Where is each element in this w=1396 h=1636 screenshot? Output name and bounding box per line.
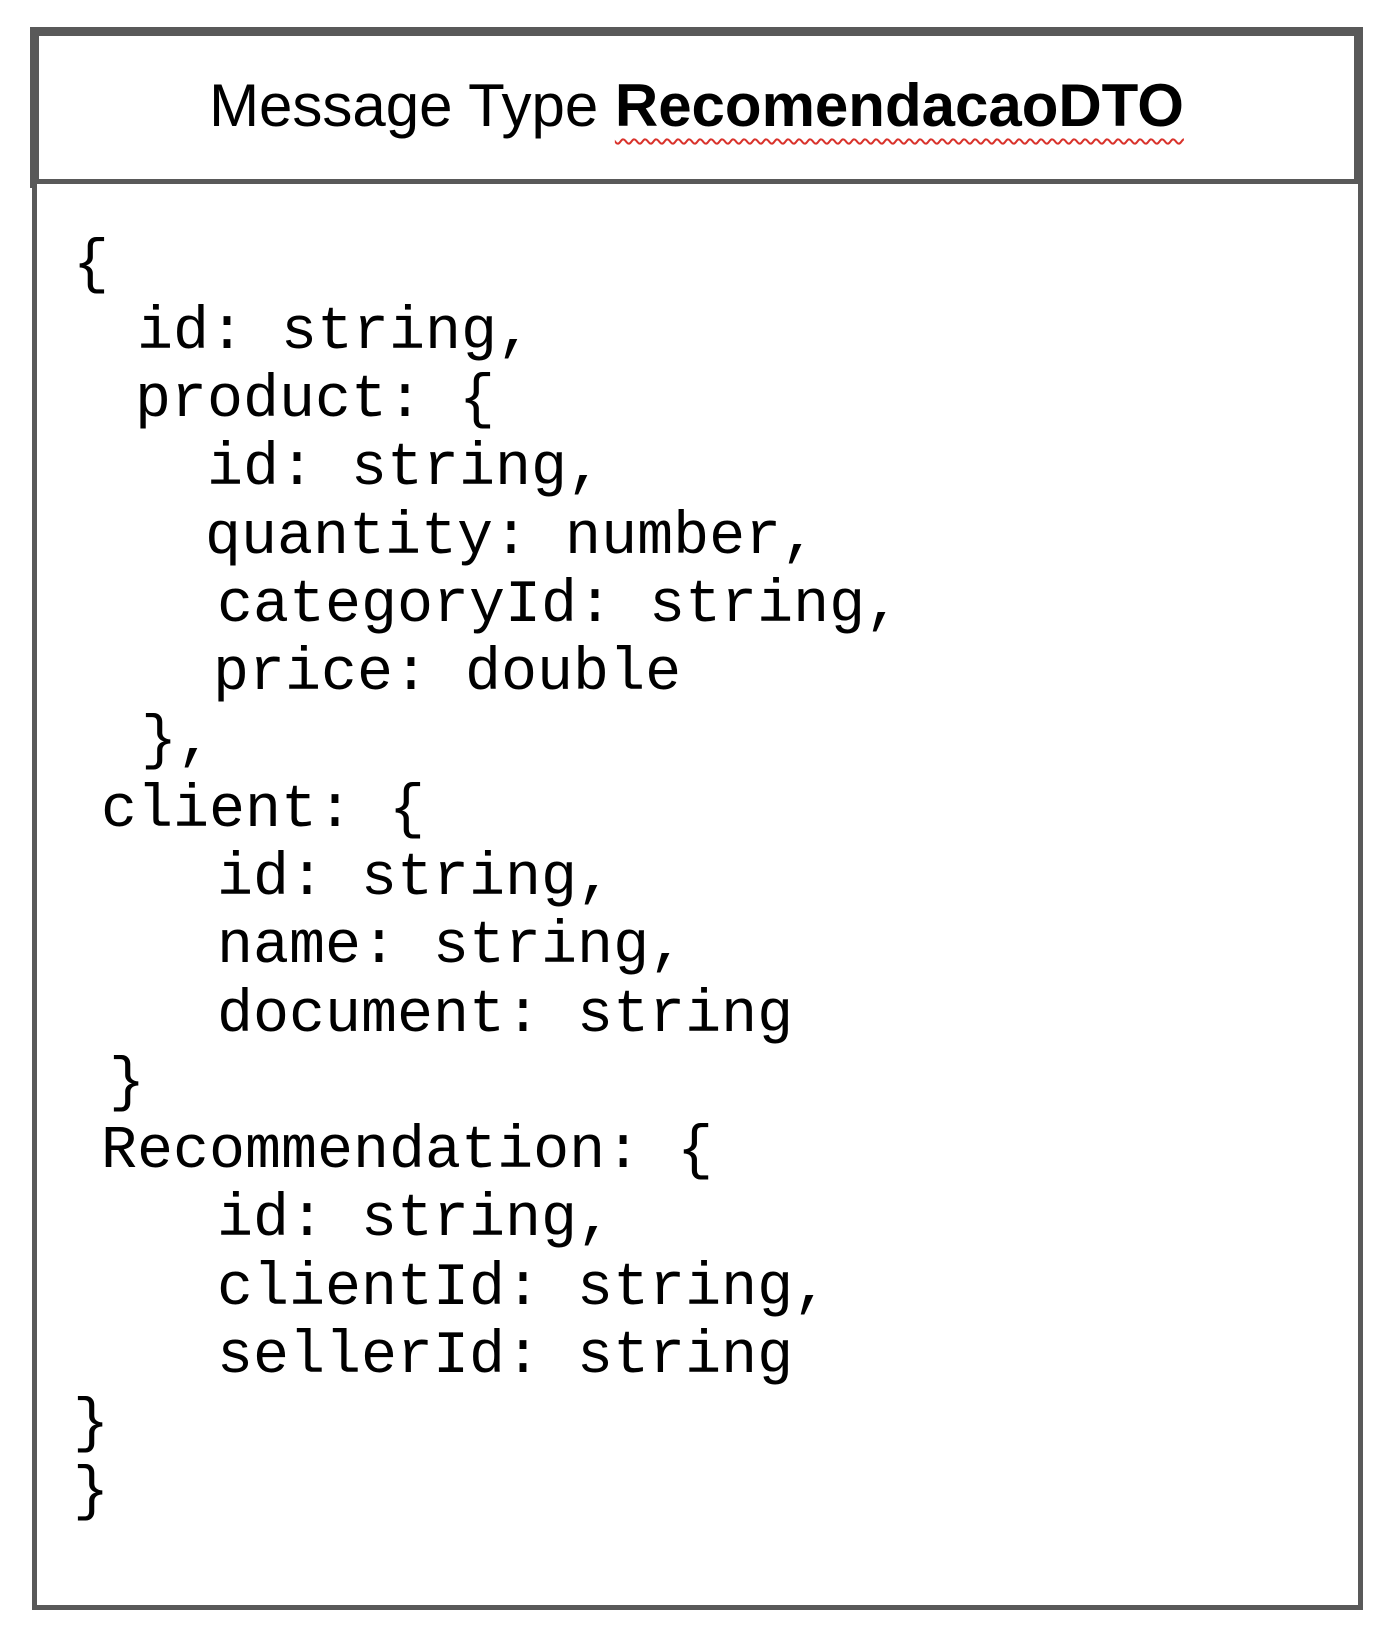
code-line-id: id: string, (137, 299, 534, 367)
code-line-close-root: } (73, 1459, 110, 1527)
title-type-name: RecomendacaoDTO (614, 72, 1184, 139)
code-line-client-document: document: string (217, 982, 794, 1050)
code-line-recommendation-close: } (73, 1391, 110, 1459)
code-line-recommendation-client-id: clientId: string, (217, 1255, 830, 1323)
code-line-product-quantity: quantity: number, (205, 504, 818, 572)
code-line-product-price: price: double (213, 640, 682, 708)
diagram-title: Message Type RecomendacaoDTO (209, 71, 1184, 140)
code-line-open-root: { (73, 232, 110, 300)
message-type-header: Message Type RecomendacaoDTO (30, 27, 1363, 188)
code-line-product-open: product: { (135, 367, 496, 435)
code-line-recommendation-open: Recommendation: { (101, 1118, 714, 1186)
code-line-client-name: name: string, (217, 913, 686, 981)
code-line-product-id: id: string, (207, 435, 604, 503)
code-line-recommendation-id: id: string, (217, 1186, 614, 1254)
code-line-product-category-id: categoryId: string, (217, 572, 902, 640)
code-line-client-open: client: { (101, 777, 426, 845)
code-line-client-id: id: string, (217, 845, 614, 913)
title-prefix: Message Type (209, 72, 615, 139)
message-schema-body: { id: string, product: { id: string, qua… (32, 184, 1363, 1610)
code-line-product-close: }, (141, 708, 214, 776)
code-line-client-close: } (109, 1050, 146, 1118)
code-line-recommendation-seller-id: sellerId: string (217, 1323, 794, 1391)
